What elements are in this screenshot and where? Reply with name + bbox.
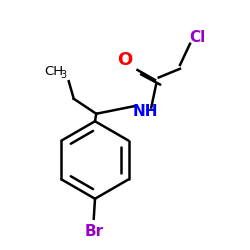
Text: Cl: Cl	[190, 30, 206, 45]
Text: NH: NH	[132, 104, 158, 119]
Text: CH: CH	[44, 65, 63, 78]
Text: Br: Br	[84, 224, 103, 239]
Text: 3: 3	[60, 70, 66, 80]
Text: O: O	[118, 51, 132, 69]
